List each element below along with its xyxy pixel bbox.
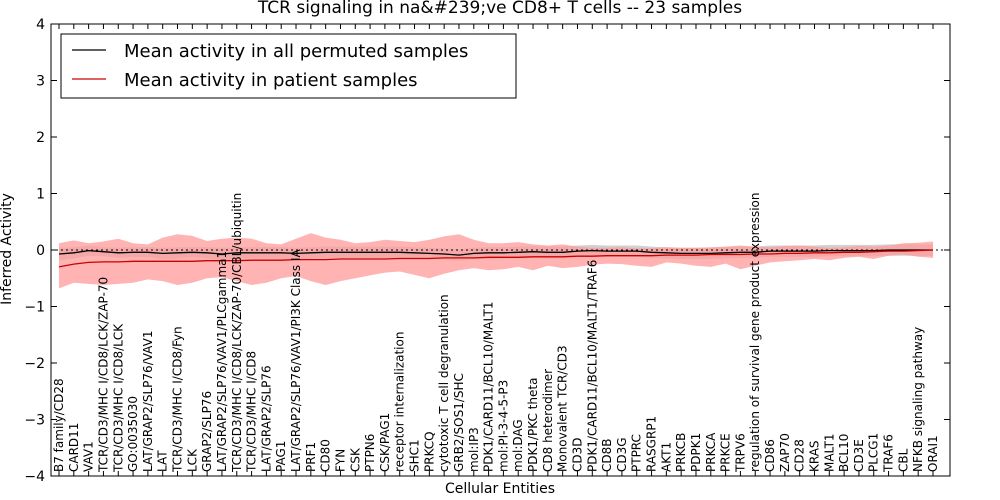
legend: Mean activity in all permuted samples Me… (60, 33, 517, 99)
category-label: LAT/GRAP2/SLP76 (259, 365, 273, 472)
category-label: PRKCE (719, 433, 733, 472)
category-label: PRKCA (704, 432, 718, 472)
category-label: AKT1 (659, 442, 673, 472)
category-label: NFKB signaling pathway (911, 327, 925, 472)
y-tick-label: 2 (36, 130, 45, 146)
category-label: CD3G (615, 437, 629, 472)
line-series-0 (58, 249, 933, 256)
category-label: LAT/GRAP2/SLP76/VAV1 (141, 331, 155, 472)
band-series-1 (59, 233, 933, 289)
category-label: PAG1 (274, 441, 288, 472)
category-label: PRKCQ (422, 431, 436, 472)
category-label: LAT/GRAP2/SLP76/VAV1/PLCgamma1 (215, 251, 229, 472)
category-label: RASGRP1 (645, 416, 659, 472)
category-label: receptor internalization (393, 332, 407, 472)
category-label: LAT/GRAP2/SLP76/VAV1/PI3K Class IA (289, 248, 303, 472)
chart-title: TCR signaling in na&#239;ve CD8+ T cells… (257, 0, 742, 18)
y-tick-label: −1 (24, 300, 45, 316)
category-label: CBL (896, 448, 910, 472)
category-label: CD8B (600, 439, 614, 473)
y-tick-label: 3 (36, 74, 45, 90)
x-axis-label: Cellular Entities (445, 481, 555, 497)
category-label: TRPV6 (733, 433, 747, 473)
y-axis-label: Inferred Activity (0, 193, 15, 305)
y-tick-label: −2 (24, 356, 45, 372)
category-label: mol:DAG (511, 419, 525, 472)
category-label: CD86 (763, 439, 777, 472)
category-label: CSK (348, 447, 362, 472)
category-label: ZAP70 (778, 433, 792, 472)
series-lines (58, 249, 934, 268)
legend-label-patient: Mean activity in patient samples (124, 70, 418, 91)
x-axis-ticks (58, 24, 934, 476)
y-axis-ticks: −4 −3 −2 −1 0 1 2 3 4 (24, 17, 950, 485)
category-label: mol:PI-3-4-5-P3 (496, 380, 510, 472)
category-label: TCR/CD3/MHC I/CD8/LCK/ZAP-70/CBL/ubiquit… (230, 193, 244, 473)
category-label: PTPRC (630, 434, 644, 472)
category-label: CD3D (571, 438, 585, 473)
category-label: ORAI1 (926, 435, 940, 472)
category-label: PLCG1 (867, 433, 881, 472)
category-label: Monovalent TCR/CD3 (556, 345, 570, 472)
category-label: regulation of survival gene product expr… (748, 193, 762, 472)
category-label: PTPN6 (363, 434, 377, 472)
line-series-1 (58, 249, 934, 268)
category-label: PDK1/PKC theta (526, 378, 540, 472)
category-label: SHC1 (408, 439, 422, 472)
legend-label-permuted: Mean activity in all permuted samples (124, 41, 468, 62)
category-label: KRAS (808, 440, 822, 472)
category-label: TRAF6 (882, 434, 896, 473)
category-label: CARD11 (67, 423, 81, 472)
y-tick-label: 0 (36, 243, 45, 259)
category-label: BCL10 (837, 434, 851, 472)
category-label: CD3E (852, 439, 866, 472)
category-label: LCK (185, 448, 199, 472)
category-label: PDK1/CARD11/BCL10/MALT1/TRAF6 (585, 260, 599, 472)
category-label: TCR/CD3/MHC I/CD8/LCK/ZAP-70 (96, 277, 110, 473)
category-label: PRF1 (304, 442, 318, 472)
category-label: CD80 (319, 439, 333, 472)
category-label: GO:0035030 (126, 396, 140, 472)
category-label: LAT (156, 450, 170, 472)
category-label: TCR/CD3/MHC I/CD8/LCK (111, 323, 125, 473)
category-label: FYN (334, 449, 348, 472)
category-label: GRAP2/SLP76 (200, 391, 214, 472)
y-tick-label: 4 (36, 17, 45, 33)
y-tick-label: −3 (24, 413, 45, 429)
category-label: CD8 heterodimer (541, 369, 555, 472)
legend-box (60, 33, 517, 99)
category-label: mol:IP3 (467, 427, 481, 472)
category-label: TCR/CD3/MHC I/CD8/Fyn (171, 326, 185, 473)
category-label: CSK/PAG1 (378, 413, 392, 472)
category-label: PRKCB (674, 433, 688, 472)
category-label: PDK1/CARD11/BCL10/MALT1 (482, 302, 496, 472)
y-tick-label: −4 (24, 469, 45, 485)
y-tick-label: 1 (36, 187, 45, 203)
category-label: GRB2/SOS1/SHC (452, 373, 466, 472)
category-label: cytotoxic T cell degranulation (437, 294, 451, 472)
category-label: PDPK1 (689, 433, 703, 472)
category-label: MALT1 (822, 433, 836, 472)
category-labels: B7 family/CD28 CARD11 VAV1 TCR/CD3/MHC I/CD… (52, 193, 940, 473)
category-label: VAV1 (82, 441, 96, 472)
category-label: B7 family/CD28 (52, 378, 66, 472)
category-label: CD28 (793, 439, 807, 472)
category-label: TCR/CD3/MHC I/CD8 (245, 351, 259, 473)
